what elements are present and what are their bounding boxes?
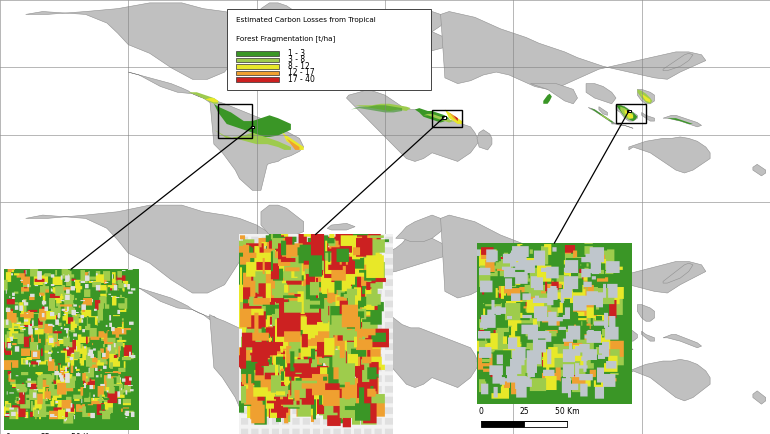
Bar (442, 116, 446, 118)
Polygon shape (641, 94, 650, 102)
Polygon shape (449, 112, 457, 121)
Text: 0: 0 (479, 407, 484, 416)
Polygon shape (663, 335, 701, 348)
Bar (236, 64, 279, 69)
Bar (432, 109, 462, 127)
Polygon shape (586, 84, 616, 104)
Polygon shape (129, 285, 218, 321)
Polygon shape (603, 118, 611, 121)
Polygon shape (544, 94, 552, 104)
Text: Forest Fragmentation [t/ha]: Forest Fragmentation [t/ha] (236, 35, 336, 42)
Polygon shape (477, 130, 492, 150)
Polygon shape (599, 107, 608, 115)
Polygon shape (663, 263, 693, 283)
Polygon shape (753, 164, 765, 176)
Polygon shape (424, 114, 454, 122)
Bar (227, 9, 431, 90)
Polygon shape (327, 19, 355, 24)
Polygon shape (477, 351, 492, 374)
Text: 3 - 8: 3 - 8 (288, 56, 305, 64)
Bar (236, 58, 279, 62)
Polygon shape (663, 115, 701, 127)
Bar (218, 104, 253, 138)
Bar (236, 71, 279, 75)
Polygon shape (753, 391, 765, 404)
Polygon shape (641, 331, 654, 341)
Polygon shape (363, 235, 449, 276)
Polygon shape (370, 235, 390, 252)
Polygon shape (629, 137, 710, 173)
Polygon shape (209, 315, 303, 421)
Polygon shape (599, 114, 611, 121)
Polygon shape (396, 215, 445, 242)
Text: 17 - 40: 17 - 40 (288, 75, 315, 84)
Bar (251, 126, 254, 128)
Text: 1 - 3: 1 - 3 (288, 49, 305, 58)
Polygon shape (440, 12, 706, 89)
Polygon shape (586, 298, 616, 321)
Polygon shape (129, 72, 218, 104)
Polygon shape (531, 298, 578, 321)
Polygon shape (588, 326, 616, 345)
Polygon shape (209, 98, 303, 190)
Polygon shape (531, 84, 578, 104)
Polygon shape (327, 224, 355, 230)
Polygon shape (624, 109, 633, 118)
Polygon shape (286, 138, 300, 150)
Polygon shape (25, 205, 272, 293)
Polygon shape (638, 305, 654, 321)
Polygon shape (611, 344, 633, 349)
Polygon shape (591, 108, 614, 122)
Polygon shape (588, 107, 616, 124)
Polygon shape (616, 323, 638, 341)
Text: 25: 25 (520, 407, 529, 416)
Text: 50 Km: 50 Km (555, 407, 580, 416)
Polygon shape (445, 109, 462, 124)
Polygon shape (351, 105, 402, 112)
Polygon shape (206, 98, 218, 102)
Polygon shape (663, 53, 693, 71)
Bar (627, 110, 631, 112)
Polygon shape (641, 112, 654, 121)
Polygon shape (638, 89, 654, 104)
Bar (616, 104, 646, 122)
Polygon shape (621, 107, 633, 120)
Polygon shape (25, 3, 272, 79)
Polygon shape (454, 115, 457, 121)
Polygon shape (611, 123, 633, 128)
Polygon shape (346, 89, 479, 161)
Polygon shape (261, 205, 303, 237)
Polygon shape (440, 215, 706, 305)
Polygon shape (214, 104, 291, 137)
Polygon shape (599, 325, 608, 335)
Text: 12 - 17: 12 - 17 (288, 68, 315, 77)
Text: 0: 0 (5, 433, 10, 434)
Text: 25: 25 (41, 433, 50, 434)
Polygon shape (214, 130, 291, 150)
Text: 8 - 12: 8 - 12 (288, 62, 310, 71)
Polygon shape (370, 29, 390, 43)
Polygon shape (346, 305, 479, 388)
Polygon shape (346, 104, 410, 111)
Polygon shape (363, 29, 449, 65)
Text: Estimated Carbon Losses from Tropical: Estimated Carbon Losses from Tropical (236, 17, 376, 23)
Polygon shape (616, 105, 638, 121)
Polygon shape (638, 89, 652, 104)
Polygon shape (188, 92, 218, 104)
Polygon shape (616, 105, 638, 121)
Bar (236, 51, 279, 56)
Polygon shape (415, 108, 449, 122)
Polygon shape (283, 133, 303, 150)
Polygon shape (396, 12, 445, 35)
Polygon shape (668, 118, 698, 125)
Polygon shape (261, 3, 303, 30)
Bar (236, 77, 279, 82)
Polygon shape (629, 359, 710, 401)
Text: 50 Km: 50 Km (71, 433, 95, 434)
